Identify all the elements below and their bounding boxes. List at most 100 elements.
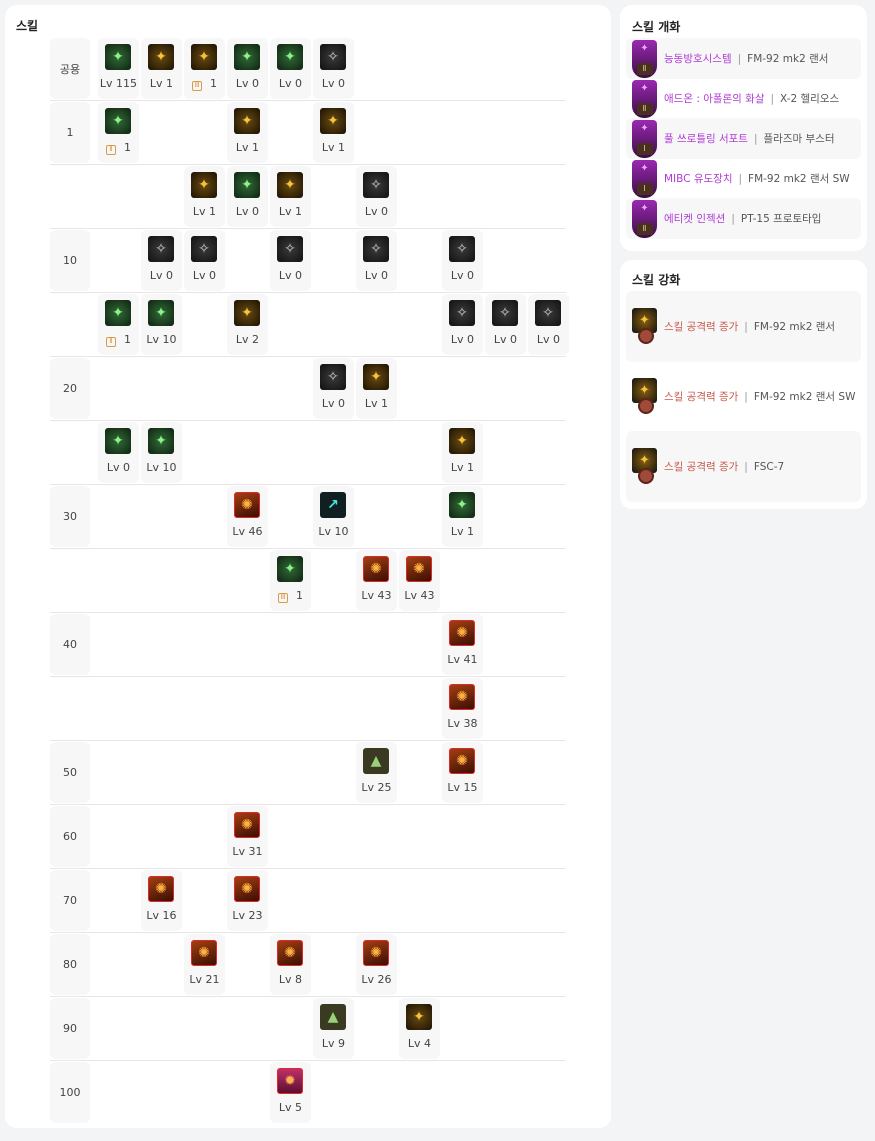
evolution-skill-icon: ✦ Ⅱ <box>632 199 657 238</box>
skill-cell[interactable]: ✺ Lv 21 <box>184 934 225 995</box>
skill-level-text: Lv 43 <box>361 589 392 602</box>
skill-level-text: 1 <box>296 589 303 602</box>
enhance-title: 스킬 강화 <box>632 273 681 287</box>
skill-cell[interactable]: ✧ Lv 0 <box>141 230 182 291</box>
skill-cell[interactable]: ✺ Lv 8 <box>270 934 311 995</box>
skill-cell[interactable]: ✧ Lv 0 <box>184 230 225 291</box>
mask-icon: ✧ <box>492 300 518 326</box>
skill-level-text: Lv 115 <box>99 77 138 90</box>
skill-cell[interactable]: ✺ Lv 46 <box>227 486 268 547</box>
skill-level-text: Lv 0 <box>450 333 475 346</box>
skill-cell[interactable]: ✺ Lv 31 <box>227 806 268 867</box>
skill-level: Lv 1 <box>227 141 268 154</box>
skill-cell[interactable]: ✦ Lv 1 <box>270 166 311 227</box>
skill-level-text: Lv 23 <box>232 909 263 922</box>
skill-level: Lv 43 <box>399 589 440 602</box>
skill-cell[interactable]: ✧ Lv 0 <box>442 230 483 291</box>
skill-level: Lv 0 <box>184 269 225 282</box>
skill-level-text: Lv 0 <box>364 205 389 218</box>
evolution-title: 스킬 개화 <box>632 20 681 34</box>
skill-level-text: Lv 38 <box>447 717 478 730</box>
equipment-name: PT-15 프로토타입 <box>740 213 822 225</box>
skill-cell[interactable]: ✦ Lv 0 <box>98 422 139 483</box>
evolution-item[interactable]: ✦ Ⅱ 능동방호시스템 | FM-92 mk2 랜서 <box>626 38 861 79</box>
skill-level: Lv 0 <box>141 269 182 282</box>
skill-cell[interactable]: ✦ Lv 1 <box>184 166 225 227</box>
skill-level: Lv 0 <box>227 77 268 90</box>
enhance-item[interactable]: ✦ 스킬 공격력 증가 | FSC-7 <box>626 431 861 502</box>
rune-icon <box>638 327 654 344</box>
skill-cell[interactable]: ↗ Lv 10 <box>313 486 354 547</box>
skill-cell[interactable]: ▲ Lv 25 <box>356 742 397 803</box>
skill-row: 10 ✧ Lv 0 ✧ Lv 0 ✧ Lv 0 ✧ Lv 0 ✧ Lv 0 <box>50 229 566 293</box>
evolution-skill-icon: ✦ Ⅰ <box>632 119 657 158</box>
skill-cell[interactable]: ✦ Lv 1 <box>442 422 483 483</box>
enhance-item[interactable]: ✦ 스킬 공격력 증가 | FM-92 mk2 랜서 SW <box>626 361 861 432</box>
skill-cell[interactable]: ✧ Lv 0 <box>356 166 397 227</box>
skill-level: Lv 15 <box>442 781 483 794</box>
skill-cell[interactable]: ✦ Lv 0 <box>227 38 268 99</box>
evolution-item[interactable]: ✦ Ⅰ MIBC 유도장치 | FM-92 mk2 랜서 SW <box>626 158 861 199</box>
skill-cell[interactable]: ✦ Ⅱ 1 <box>98 294 139 355</box>
evolution-item[interactable]: ✦ Ⅱ 에티켓 인젝션 | PT-15 프로토타입 <box>626 198 861 239</box>
skill-level-text: Lv 0 <box>106 461 131 474</box>
skill-cell[interactable]: ✦ Lv 2 <box>227 294 268 355</box>
skill-cell[interactable]: ✦ Lv 10 <box>141 422 182 483</box>
skill-cell[interactable]: ✦ Lv 4 <box>399 998 440 1059</box>
skill-cell[interactable]: ✦ Lv 1 <box>442 486 483 547</box>
skill-cell[interactable]: ✦ Lv 1 <box>356 358 397 419</box>
slide-figure-icon: ✦ <box>191 44 217 70</box>
skill-cell[interactable]: ✦ Ⅱ 1 <box>98 102 139 163</box>
separator: | <box>753 132 758 145</box>
skill-cell[interactable]: ✺ Lv 23 <box>227 870 268 931</box>
skill-cell[interactable]: ✹ Lv 5 <box>270 1062 311 1123</box>
crouch-figure-icon: ✦ <box>148 44 174 70</box>
skill-cell[interactable]: ✧ Lv 0 <box>313 38 354 99</box>
dash-icon: ✦ <box>234 172 260 198</box>
skill-row: 50 ▲ Lv 25 ✺ Lv 15 <box>50 741 566 805</box>
skill-cell[interactable]: ✧ Lv 0 <box>313 358 354 419</box>
skill-cell[interactable]: ✦ Lv 1 <box>313 102 354 163</box>
skill-cell[interactable]: ✦ Lv 10 <box>141 294 182 355</box>
nova-icon: ✺ <box>449 620 475 646</box>
skill-cell[interactable]: ✦ Lv 115 <box>98 38 139 99</box>
skill-cell[interactable]: ✦ Lv 1 <box>141 38 182 99</box>
skill-cell[interactable]: ▲ Lv 9 <box>313 998 354 1059</box>
skill-cell[interactable]: ✦ Lv 0 <box>227 166 268 227</box>
skill-level: Lv 25 <box>356 781 397 794</box>
upload-icon: ✧ <box>449 236 475 262</box>
skill-cell[interactable]: ✦ Ⅲ 1 <box>184 38 225 99</box>
skill-cell[interactable]: ✦ Lv 0 <box>270 38 311 99</box>
skill-level-text: Lv 0 <box>235 77 260 90</box>
slash-icon: ✧ <box>191 236 217 262</box>
slide-figure-icon: ✦ <box>234 44 260 70</box>
skill-cell[interactable]: ✺ Lv 41 <box>442 614 483 675</box>
skill-cell[interactable]: ✺ Lv 15 <box>442 742 483 803</box>
skill-cell[interactable]: ✺ Lv 16 <box>141 870 182 931</box>
skill-cell[interactable]: ✦ Ⅲ 1 <box>270 550 311 611</box>
skill-level: Lv 0 <box>98 461 139 474</box>
skill-cell[interactable]: ✧ Lv 0 <box>356 230 397 291</box>
skill-row: 공용 ✦ Lv 115 ✦ Lv 1 ✦ Ⅲ 1 ✦ Lv 0 ✦ Lv 0 ✧ Lv 0 <box>50 37 566 101</box>
skill-cell[interactable]: ✺ Lv 43 <box>399 550 440 611</box>
skill-row: ✦ Ⅱ 1 ✦ Lv 10 ✦ Lv 2 ✧ Lv 0 ✧ Lv 0 ✧ Lv 0 <box>50 293 569 357</box>
skill-row: ✦ Lv 0 ✦ Lv 10 ✦ Lv 1 <box>50 421 566 485</box>
gun-icon: ✧ <box>363 172 389 198</box>
skill-level-text: Lv 1 <box>192 205 217 218</box>
skill-cell[interactable]: ✦ Lv 1 <box>227 102 268 163</box>
skill-cell[interactable]: ✧ Lv 0 <box>442 294 483 355</box>
row-level-label: 10 <box>50 230 90 291</box>
skill-cell[interactable]: ✧ Lv 0 <box>270 230 311 291</box>
tank-icon: ✦ <box>406 1004 432 1030</box>
evolution-item[interactable]: ✦ Ⅱ 애드온 : 아폴론의 화살 | X-2 헬리오스 <box>626 78 861 119</box>
cannon-icon: ✦ <box>449 428 475 454</box>
skill-cell[interactable]: ✧ Lv 0 <box>528 294 569 355</box>
evolution-item[interactable]: ✦ Ⅰ 풀 쓰로틀링 서포트 | 플라즈마 부스터 <box>626 118 861 159</box>
skill-cell[interactable]: ✺ Lv 26 <box>356 934 397 995</box>
skill-cell[interactable]: ✺ Lv 38 <box>442 678 483 739</box>
enhance-item[interactable]: ✦ 스킬 공격력 증가 | FM-92 mk2 랜서 <box>626 291 861 362</box>
skill-level-text: Lv 46 <box>232 525 263 538</box>
fire-wave-icon: ✺ <box>363 556 389 582</box>
skill-cell[interactable]: ✧ Lv 0 <box>485 294 526 355</box>
skill-cell[interactable]: ✺ Lv 43 <box>356 550 397 611</box>
